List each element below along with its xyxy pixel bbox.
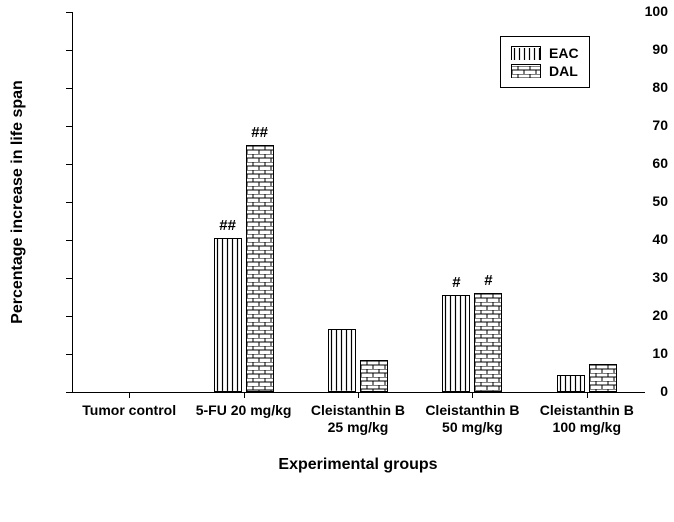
bar xyxy=(557,375,585,392)
y-tick-label: 20 xyxy=(604,307,668,323)
y-tick-mark xyxy=(66,240,72,241)
y-tick-label: 60 xyxy=(604,155,668,171)
x-tick-label: Tumor control xyxy=(72,402,186,419)
y-tick-label: 100 xyxy=(604,3,668,19)
x-tick-mark xyxy=(587,392,588,398)
legend-swatch-eac xyxy=(511,46,541,60)
chart-container: 0102030405060708090100 Tumor control5-FU… xyxy=(0,0,674,522)
y-tick-label: 90 xyxy=(604,41,668,57)
y-tick-mark xyxy=(66,392,72,393)
x-tick-label: Cleistanthin B50 mg/kg xyxy=(415,402,529,436)
y-tick-mark xyxy=(66,316,72,317)
x-tick-mark xyxy=(129,392,130,398)
legend-label: DAL xyxy=(549,63,578,79)
bar-annotation: ## xyxy=(208,217,248,234)
y-tick-mark xyxy=(66,278,72,279)
bar-annotation: ## xyxy=(240,124,280,141)
legend-swatch-dal xyxy=(511,64,541,78)
y-tick-mark xyxy=(66,12,72,13)
y-tick-mark xyxy=(66,354,72,355)
legend-label: EAC xyxy=(549,45,579,61)
y-tick-label: 40 xyxy=(604,231,668,247)
y-tick-mark xyxy=(66,126,72,127)
x-tick-label: Cleistanthin B25 mg/kg xyxy=(301,402,415,436)
y-tick-label: 70 xyxy=(604,117,668,133)
y-tick-mark xyxy=(66,88,72,89)
bar xyxy=(360,360,388,392)
legend: EAC DAL xyxy=(500,36,590,88)
y-tick-label: 10 xyxy=(604,345,668,361)
x-tick-mark xyxy=(244,392,245,398)
bar xyxy=(214,238,242,392)
bar xyxy=(474,293,502,392)
y-tick-label: 80 xyxy=(604,79,668,95)
bar-annotation: # xyxy=(468,272,508,289)
x-tick-label: 5-FU 20 mg/kg xyxy=(186,402,300,419)
legend-item: EAC xyxy=(511,45,579,61)
legend-item: DAL xyxy=(511,63,579,79)
bar xyxy=(442,295,470,392)
y-axis-title: Percentage increase in life span xyxy=(9,80,27,324)
y-tick-mark xyxy=(66,164,72,165)
bar xyxy=(328,329,356,392)
x-axis-title: Experimental groups xyxy=(72,456,644,474)
bar xyxy=(589,364,617,393)
y-tick-mark xyxy=(66,50,72,51)
y-tick-label: 50 xyxy=(604,193,668,209)
y-tick-mark xyxy=(66,202,72,203)
x-tick-mark xyxy=(358,392,359,398)
x-tick-mark xyxy=(472,392,473,398)
x-tick-label: Cleistanthin B100 mg/kg xyxy=(530,402,644,436)
bar xyxy=(246,145,274,392)
y-tick-label: 30 xyxy=(604,269,668,285)
